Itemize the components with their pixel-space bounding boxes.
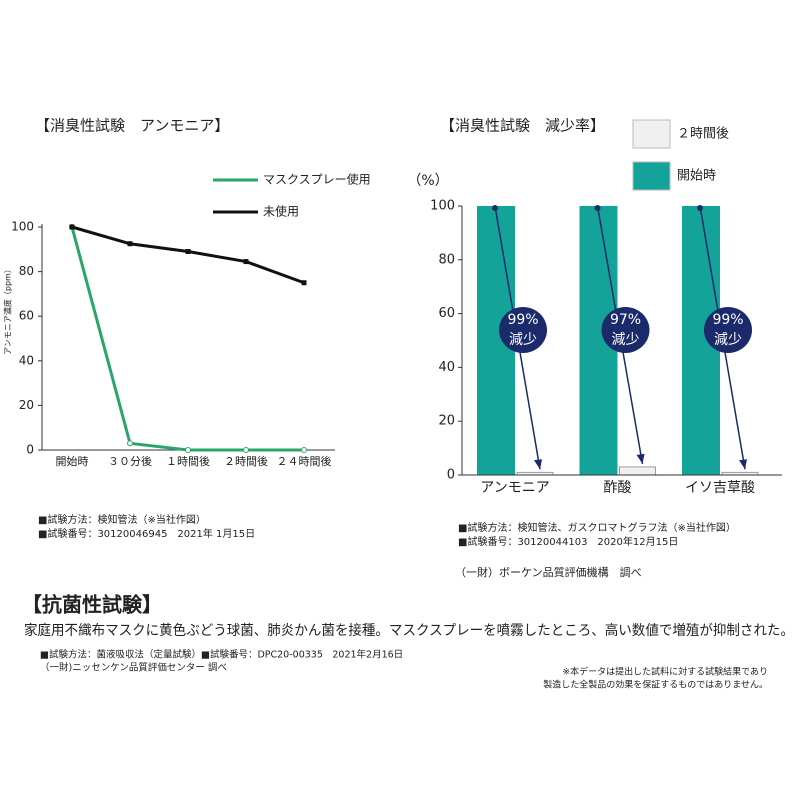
section-body: 家庭用不織布マスクに黄色ぶどう球菌、肺炎かん菌を接種。マスクスプレーを噴霧したと… — [24, 622, 794, 639]
annotation-label: 97% — [610, 312, 641, 328]
y-tick-label: 100 — [11, 220, 34, 234]
x-tick-label: イソ吉草酸 — [685, 480, 755, 496]
x-tick-label: １時間後 — [166, 454, 210, 468]
annotation-label: 99% — [507, 312, 538, 328]
point — [185, 249, 191, 255]
x-tick-label: 酢酸 — [604, 480, 632, 496]
legend-swatch — [632, 119, 671, 149]
series-line — [70, 226, 304, 452]
point — [127, 241, 133, 247]
note: （一財）ボーケン品質評価機構 調べ — [455, 565, 642, 579]
point — [185, 447, 191, 453]
point — [69, 224, 75, 230]
annotation-badge — [601, 307, 650, 353]
y-tick-label: 0 — [26, 443, 34, 457]
x-tick-label: ３０分後 — [108, 454, 152, 468]
y-tick-label: 0 — [447, 468, 455, 483]
annotation-label: 減少 — [509, 331, 537, 348]
chart-title: 【消臭性試験 減少率】 — [440, 117, 605, 135]
y-tick-label: 20 — [438, 414, 455, 429]
note: ■試験番号：30120046945 2021年 1月15日 — [38, 527, 255, 540]
legend-label: 未使用 — [263, 204, 299, 219]
note: ■試験番号：30120044103 2020年12月15日 — [458, 535, 678, 548]
legend-swatch — [632, 161, 671, 191]
x-tick-label: 開始時 — [56, 454, 89, 468]
arrow-head — [636, 453, 645, 464]
note: ■試験方法：検知管法、ガスクロマトグラフ法（※当社作図） — [458, 521, 736, 534]
annotation-label: 減少 — [714, 331, 742, 348]
point — [243, 259, 249, 265]
note: （一財)ニッセンケン品質評価センター 調べ — [40, 662, 227, 674]
arrow-start — [492, 205, 498, 211]
x-tick-label: ２４時間後 — [277, 454, 332, 468]
bar — [619, 466, 656, 476]
x-tick-label: ２時間後 — [224, 454, 268, 468]
annotation-label: 99% — [712, 312, 743, 328]
point — [127, 440, 133, 447]
legend-label: ２時間後 — [677, 127, 729, 142]
y-tick-label: 40 — [438, 360, 455, 375]
note: ■試験方法：菌液吸収法（定量試験）■試験番号：DPC20-00335 2021年… — [40, 649, 403, 661]
disclaimer: 製造した全製品の効果を保証するものではありません。 — [543, 679, 768, 691]
arrow-start — [594, 205, 601, 211]
y-tick-label: 100 — [430, 199, 455, 214]
point — [243, 447, 249, 453]
y-tick-label: 60 — [438, 306, 455, 321]
x-tick-label: アンモニア — [480, 480, 549, 496]
annotation-badge — [499, 307, 547, 353]
disclaimer: ※本データは提出した試料に対する試験結果であり — [563, 666, 768, 678]
y-tick-label: 80 — [438, 252, 455, 267]
point — [301, 447, 307, 453]
arrow-head — [739, 459, 747, 470]
annotation-label: 減少 — [612, 331, 640, 348]
chart-title: 【消臭性試験 アンモニア】 — [35, 117, 229, 135]
y-axis-label: アンモニア濃度（ppm） — [3, 265, 13, 355]
series-line — [71, 225, 305, 285]
legend-label: マスクスプレー使用 — [263, 172, 371, 187]
arrow-start — [697, 205, 703, 211]
y-tick-label: 80 — [19, 264, 34, 278]
y-axis-label: （%） — [407, 173, 448, 189]
point — [301, 280, 307, 286]
annotation-badge — [704, 307, 752, 353]
note: ■試験方法：検知管法（※当社作図） — [38, 513, 206, 526]
y-tick-label: 20 — [19, 398, 34, 412]
section-title: 【抗菌性試験】 — [22, 593, 162, 617]
legend-label: 開始時 — [677, 169, 716, 184]
y-tick-label: 60 — [19, 309, 34, 323]
arrow-head — [534, 459, 542, 470]
y-tick-label: 40 — [19, 353, 34, 367]
